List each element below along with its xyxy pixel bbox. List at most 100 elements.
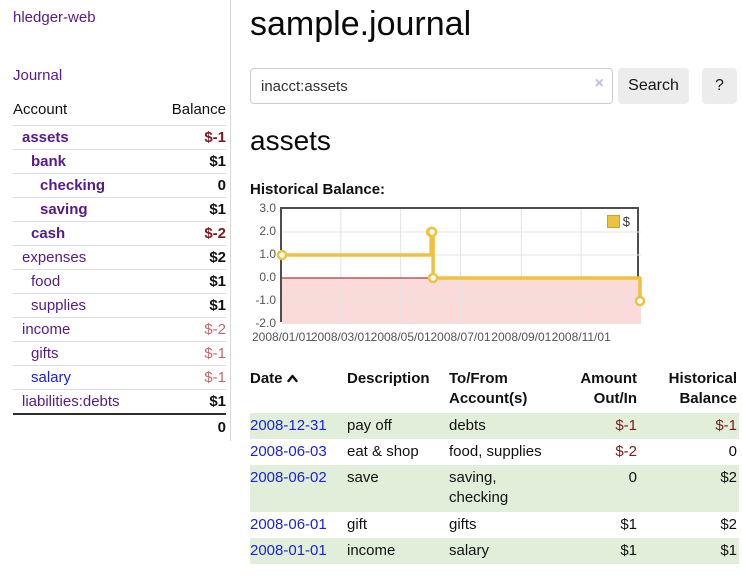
transaction-amount: $1: [620, 515, 637, 533]
y-axis-tick-label: 2.0: [259, 224, 276, 238]
chart-legend: $: [604, 213, 632, 230]
account-heading: assets: [250, 125, 331, 156]
account-link[interactable]: liabilities:debts: [22, 393, 120, 410]
account-row-saving: saving $1: [13, 197, 226, 222]
x-axis-tick-label: 2008/11/01: [551, 330, 611, 344]
transaction-amount: 0: [564, 465, 639, 512]
register-header-accounts: To/From Account(s): [449, 370, 528, 408]
x-axis-tick-label: 2008/03/01: [310, 330, 371, 344]
account-row-bank: bank $1: [13, 149, 226, 174]
account-row-expenses: expenses $2: [13, 245, 226, 270]
register-table: Date Description To/From Account(s) Amou…: [250, 366, 739, 564]
accounts-table: Account Balance assets $-1 bank $1 check…: [13, 101, 226, 440]
y-axis-tick-label: 3.0: [259, 201, 276, 215]
account-link[interactable]: gifts: [31, 345, 59, 362]
sort-ascending-icon: [286, 369, 298, 389]
register-header-description: Description: [347, 370, 430, 387]
chart-plot-area: $: [276, 207, 646, 324]
account-row-food: food $1: [13, 269, 226, 294]
account-balance: $1: [154, 269, 226, 294]
page-title: sample.journal: [250, 5, 472, 43]
transaction-balance: $-1: [639, 412, 739, 439]
chart-canvas: [276, 209, 646, 324]
account-link[interactable]: income: [22, 321, 71, 338]
account-link[interactable]: salary: [31, 369, 72, 386]
account-balance: $-2: [154, 317, 226, 342]
register-row: 2008-12-31 pay off debts $-1 $-1: [250, 412, 739, 439]
account-link[interactable]: cash: [31, 225, 66, 242]
transaction-accounts: food, supplies: [449, 442, 542, 460]
transaction-description: gift: [347, 515, 368, 533]
transaction-date-link[interactable]: 2008-06-01: [250, 515, 327, 533]
transaction-amount: $-2: [615, 442, 637, 460]
register-row: 2008-01-01 income salary $1 $1: [250, 537, 739, 564]
chart-heading: Historical Balance:: [250, 181, 386, 198]
transaction-accounts: saving, checking: [449, 465, 564, 512]
y-axis-tick-label: 0.0: [259, 270, 276, 284]
accounts-total-balance: 0: [154, 413, 226, 440]
account-row-supplies: supplies $1: [13, 293, 226, 318]
account-link[interactable]: supplies: [31, 297, 87, 314]
clear-search-icon[interactable]: ×: [594, 75, 604, 92]
y-axis-tick-label: -1.0: [255, 293, 276, 307]
register-row: 2008-06-02 save saving, checking 0 $2: [250, 465, 739, 512]
app-title: hledger-web: [13, 9, 226, 27]
sidebar-item-journal: Journal: [13, 67, 226, 85]
account-balance: $2: [154, 245, 226, 270]
accounts-header-account: Account: [13, 101, 68, 118]
account-link[interactable]: checking: [40, 177, 106, 194]
account-balance: $-1: [154, 341, 226, 366]
legend-swatch-icon: [606, 215, 620, 228]
accounts-total-row: 0: [13, 413, 226, 440]
account-link[interactable]: assets: [22, 129, 69, 146]
search-button[interactable]: Search: [618, 68, 689, 104]
transaction-date-link[interactable]: 2008-01-01: [250, 541, 327, 559]
account-link[interactable]: bank: [31, 153, 67, 170]
journal-link[interactable]: Journal: [13, 67, 63, 84]
register-header-balance: Historical Balance: [668, 370, 737, 408]
account-balance: $1: [154, 293, 226, 318]
register-row: 2008-06-03 eat & shop food, supplies $-2…: [250, 439, 739, 465]
account-link[interactable]: saving: [40, 201, 88, 218]
account-balance: $-2: [154, 221, 226, 246]
app-title-link[interactable]: hledger-web: [13, 9, 96, 26]
account-balance: $1: [154, 149, 226, 174]
account-balance: $1: [154, 197, 226, 222]
y-axis-tick-label: -2.0: [255, 316, 276, 330]
accounts-table-header: Account Balance: [13, 101, 226, 126]
register-row: 2008-06-01 gift gifts $1 $2: [250, 512, 739, 538]
transaction-description: eat & shop: [347, 442, 419, 460]
x-axis-tick-label: 2008/07/01: [430, 330, 491, 344]
transaction-description: pay off: [347, 412, 449, 439]
x-axis-tick-label: 2008/05/01: [370, 330, 431, 344]
transaction-balance: $2: [720, 515, 737, 533]
register-header-amount: Amount Out/In: [580, 370, 637, 408]
help-button[interactable]: ?: [702, 68, 737, 104]
search-input[interactable]: [250, 68, 613, 104]
search-box: ×: [250, 68, 613, 104]
main-content: sample.journal × Search ? assets Histori…: [250, 0, 739, 564]
account-balance: $-1: [154, 125, 226, 150]
account-row-gifts: gifts $-1: [13, 341, 226, 366]
account-row-salary: salary $-1: [13, 365, 226, 390]
account-link[interactable]: food: [31, 273, 61, 290]
transaction-date-link[interactable]: 2008-12-31: [250, 416, 327, 434]
date-header-label: Date: [250, 370, 283, 387]
account-balance: $-1: [154, 365, 226, 390]
account-balance: 0: [154, 173, 226, 198]
account-row-liabilities-debts: liabilities:debts $1: [13, 389, 226, 414]
account-balance: $1: [154, 389, 226, 414]
register-header-date[interactable]: Date: [250, 366, 347, 413]
transaction-accounts: gifts: [449, 515, 477, 533]
account-row-checking: checking 0: [13, 173, 226, 198]
account-link[interactable]: expenses: [22, 249, 87, 266]
transaction-date-link[interactable]: 2008-06-03: [250, 442, 327, 460]
account-row-income: income $-2: [13, 317, 226, 342]
transaction-date-link[interactable]: 2008-06-02: [250, 469, 327, 486]
sidebar: hledger-web Journal Account Balance asse…: [0, 0, 231, 441]
transaction-amount: $-1: [564, 412, 639, 439]
transaction-balance: $1: [639, 537, 739, 564]
account-row-assets: assets $-1: [13, 125, 226, 150]
search-form: × Search ?: [250, 68, 739, 104]
register-header-row: Date Description To/From Account(s) Amou…: [250, 366, 739, 413]
